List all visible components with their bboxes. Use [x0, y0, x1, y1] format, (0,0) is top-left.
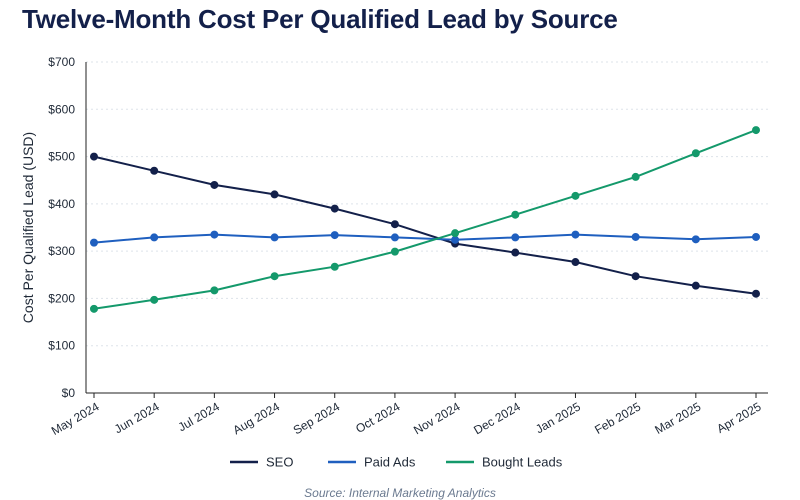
data-point-bought-leads: [270, 272, 279, 281]
data-point-paid-ads: [270, 233, 279, 242]
y-tick-label: $500: [48, 150, 75, 164]
data-point-bought-leads: [691, 149, 700, 158]
data-point-paid-ads: [752, 232, 761, 241]
data-point-paid-ads: [691, 235, 700, 244]
y-tick-label: $0: [62, 386, 76, 400]
x-tick-label: Oct 2024: [353, 399, 402, 436]
data-point-bought-leads: [752, 126, 761, 135]
data-point-bought-leads: [631, 172, 640, 181]
x-tick-label: Sep 2024: [291, 399, 343, 437]
series-line-seo: [93, 155, 757, 295]
legend-label-seo: SEO: [266, 455, 293, 470]
data-point-bought-leads: [330, 262, 339, 271]
data-point-paid-ads: [210, 230, 219, 239]
data-point-bought-leads: [210, 286, 219, 295]
data-point-bought-leads: [390, 247, 399, 256]
x-tick-label: Jun 2024: [112, 399, 162, 436]
data-point-bought-leads: [90, 304, 99, 313]
x-tick-label: Jul 2024: [176, 399, 223, 434]
data-point-paid-ads: [150, 233, 159, 242]
series-line-paid-ads: [93, 233, 757, 244]
x-tick-label: Mar 2025: [652, 399, 703, 437]
source-note: Source: Internal Marketing Analytics: [304, 486, 496, 500]
series-line-bought-leads: [93, 129, 757, 310]
y-tick-label: $300: [48, 244, 75, 258]
y-tick-label: $600: [48, 102, 75, 116]
data-point-seo: [571, 258, 580, 267]
data-point-paid-ads: [631, 232, 640, 241]
data-point-seo: [511, 248, 520, 257]
data-point-seo: [150, 166, 159, 175]
x-tick-label: Dec 2024: [471, 399, 523, 437]
data-point-seo: [270, 190, 279, 199]
data-point-bought-leads: [451, 229, 460, 238]
y-tick-label: $100: [48, 339, 75, 353]
data-point-bought-leads: [150, 295, 159, 304]
x-tick-label: Jan 2025: [533, 399, 583, 436]
data-point-paid-ads: [390, 233, 399, 242]
x-tick-label: Feb 2025: [592, 399, 643, 437]
data-point-paid-ads: [330, 231, 339, 240]
y-tick-label: $200: [48, 291, 75, 305]
x-tick-label: Apr 2025: [714, 399, 763, 436]
legend-label-paid-ads: Paid Ads: [364, 455, 416, 470]
legend-label-bought-leads: Bought Leads: [482, 455, 563, 470]
data-point-seo: [631, 272, 640, 281]
data-point-bought-leads: [571, 191, 580, 200]
data-point-seo: [390, 220, 399, 229]
y-tick-label: $400: [48, 197, 75, 211]
y-axis-label: Cost Per Qualified Lead (USD): [20, 132, 36, 323]
data-point-paid-ads: [451, 235, 460, 244]
x-tick-label: May 2024: [49, 399, 102, 438]
data-point-paid-ads: [511, 233, 520, 242]
data-point-seo: [210, 180, 219, 189]
data-point-seo: [752, 289, 761, 298]
x-tick-label: Nov 2024: [411, 399, 463, 437]
data-point-seo: [90, 152, 99, 161]
y-tick-label: $700: [48, 55, 75, 69]
data-point-paid-ads: [90, 238, 99, 247]
data-point-bought-leads: [511, 210, 520, 219]
x-tick-label: Aug 2024: [231, 399, 283, 437]
data-point-seo: [691, 281, 700, 290]
data-point-paid-ads: [571, 230, 580, 239]
chart-title: Twelve-Month Cost Per Qualified Lead by …: [22, 4, 618, 34]
data-point-seo: [330, 204, 339, 213]
